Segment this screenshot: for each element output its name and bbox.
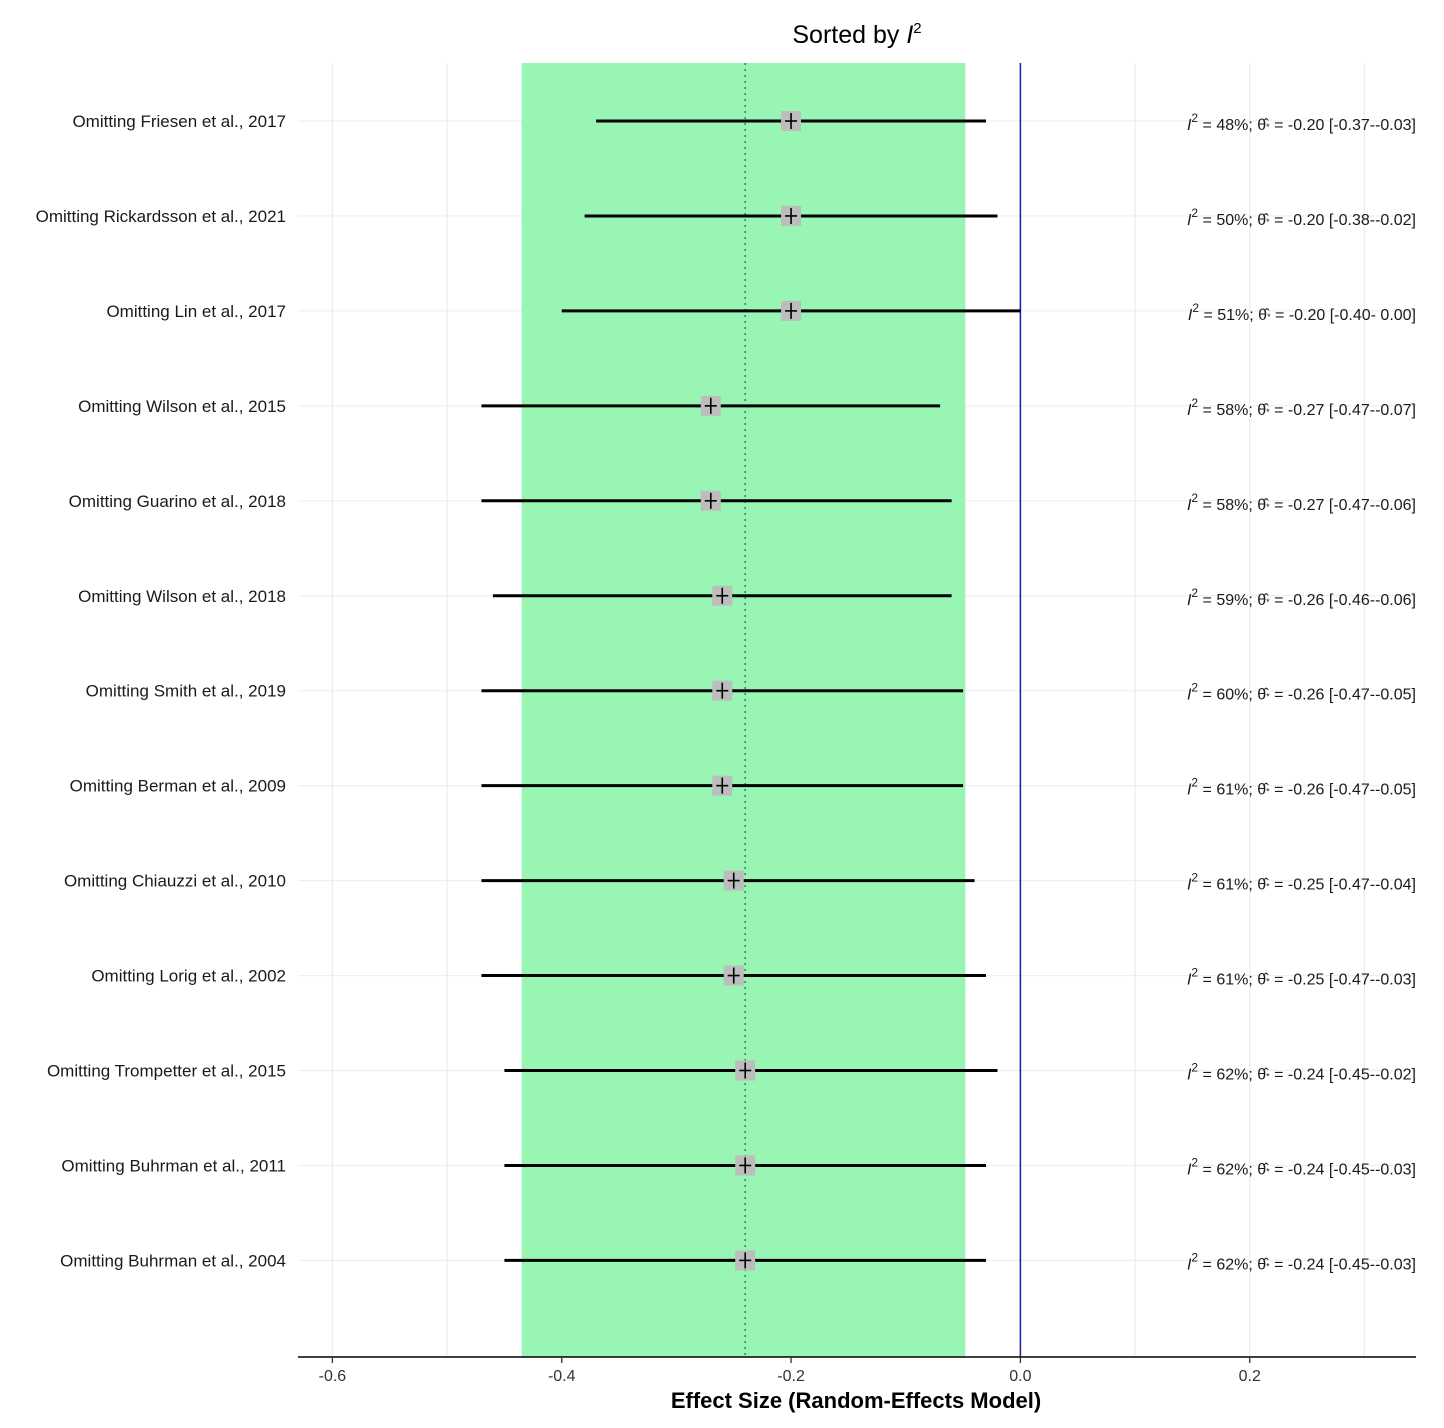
heterogeneity-annotation: I2 = 61%; θ̂* = -0.26 [-0.47--0.05] bbox=[1187, 776, 1416, 799]
study-label: Omitting Buhrman et al., 2011 bbox=[61, 1156, 286, 1175]
study-row: Omitting Buhrman et al., 2011 I2 = 62%; θ… bbox=[61, 1155, 1416, 1178]
study-row: Omitting Berman et al., 2009 I2 = 61%; θ̂… bbox=[70, 775, 1416, 799]
reference-lines bbox=[744, 63, 1022, 1357]
x-tick-label: -0.2 bbox=[777, 1368, 805, 1385]
study-label: Omitting Guarino et al., 2018 bbox=[69, 492, 286, 511]
x-axis: -0.6 -0.4 -0.2 0.0 0.2 bbox=[298, 1356, 1416, 1385]
heterogeneity-annotation: I2 = 58%; θ̂* = -0.27 [-0.47--0.06] bbox=[1187, 491, 1416, 514]
study-label: Omitting Smith et al., 2019 bbox=[86, 682, 286, 701]
study-row: Omitting Rickardsson et al., 2021 I2 = 50… bbox=[36, 205, 1416, 229]
heterogeneity-annotation: I2 = 61%; θ̂* = -0.25 [-0.47--0.04] bbox=[1187, 871, 1416, 894]
study-rows: Omitting Friesen et al., 2017 I2 = 48%; θ… bbox=[36, 111, 1416, 1273]
study-label: Omitting Friesen et al., 2017 bbox=[72, 112, 286, 131]
study-row: Omitting Trompetter et al., 2015 I2 = 62%… bbox=[47, 1060, 1416, 1084]
study-row: Omitting Wilson et al., 2018 I2 = 59%; θ̂… bbox=[78, 585, 1416, 609]
study-row: Omitting Smith et al., 2019 I2 = 60%; θ̂*… bbox=[86, 680, 1416, 704]
heterogeneity-annotation: I2 = 61%; θ̂* = -0.25 [-0.47--0.03] bbox=[1187, 966, 1416, 989]
x-tick-label: -0.6 bbox=[319, 1368, 347, 1385]
study-label: Omitting Lin et al., 2017 bbox=[106, 302, 286, 321]
heterogeneity-annotation: I2 = 62%; θ̂* = -0.24 [-0.45--0.03] bbox=[1187, 1155, 1416, 1178]
study-label: Omitting Wilson et al., 2018 bbox=[78, 587, 286, 606]
heterogeneity-annotation: I2 = 48%; θ̂* = -0.20 [-0.37--0.03] bbox=[1187, 111, 1416, 134]
pooled-ci-rect bbox=[521, 63, 966, 1357]
x-tick-label: -0.4 bbox=[548, 1368, 576, 1385]
heterogeneity-annotation: I2 = 62%; θ̂* = -0.24 [-0.45--0.03] bbox=[1187, 1250, 1416, 1273]
pooled-ci-band bbox=[521, 63, 966, 1357]
study-label: Omitting Chiauzzi et al., 2010 bbox=[64, 872, 286, 891]
study-row: Omitting Friesen et al., 2017 I2 = 48%; θ… bbox=[72, 111, 1416, 134]
study-row: Omitting Lorig et al., 2002 I2 = 61%; θ̂*… bbox=[91, 965, 1416, 989]
heterogeneity-annotation: I2 = 50%; θ̂* = -0.20 [-0.38--0.02] bbox=[1187, 206, 1416, 229]
study-row: Omitting Chiauzzi et al., 2010 I2 = 61%; … bbox=[64, 870, 1416, 894]
study-row: Omitting Buhrman et al., 2004 I2 = 62%; θ… bbox=[60, 1250, 1416, 1273]
x-axis-label: Effect Size (Random-Effects Model) bbox=[671, 1388, 1041, 1413]
study-label: Omitting Trompetter et al., 2015 bbox=[47, 1062, 286, 1081]
study-label: Omitting Berman et al., 2009 bbox=[70, 777, 286, 796]
study-row: Omitting Guarino et al., 2018 I2 = 58%; θ… bbox=[69, 490, 1416, 514]
study-label: Omitting Wilson et al., 2015 bbox=[78, 397, 286, 416]
study-row: Omitting Wilson et al., 2015 I2 = 58%; θ̂… bbox=[78, 395, 1416, 419]
study-label: Omitting Lorig et al., 2002 bbox=[91, 967, 286, 986]
x-tick-label: 0.0 bbox=[1009, 1368, 1031, 1385]
x-tick-label: 0.2 bbox=[1239, 1368, 1261, 1385]
heterogeneity-annotation: I2 = 51%; θ̂* = -0.20 [-0.40- 0.00] bbox=[1188, 301, 1416, 324]
heterogeneity-annotation: I2 = 62%; θ̂* = -0.24 [-0.45--0.02] bbox=[1187, 1061, 1416, 1084]
study-label: Omitting Rickardsson et al., 2021 bbox=[36, 207, 286, 226]
study-label: Omitting Buhrman et al., 2004 bbox=[60, 1251, 286, 1270]
heterogeneity-annotation: I2 = 60%; θ̂* = -0.26 [-0.47--0.05] bbox=[1187, 681, 1416, 704]
heterogeneity-annotation: I2 = 58%; θ̂* = -0.27 [-0.47--0.07] bbox=[1187, 396, 1416, 419]
heterogeneity-annotation: I2 = 59%; θ̂* = -0.26 [-0.46--0.06] bbox=[1187, 586, 1416, 609]
chart-title: Sorted by I2 bbox=[792, 20, 921, 49]
study-row: Omitting Lin et al., 2017 I2 = 51%; θ̂* =… bbox=[106, 300, 1416, 324]
